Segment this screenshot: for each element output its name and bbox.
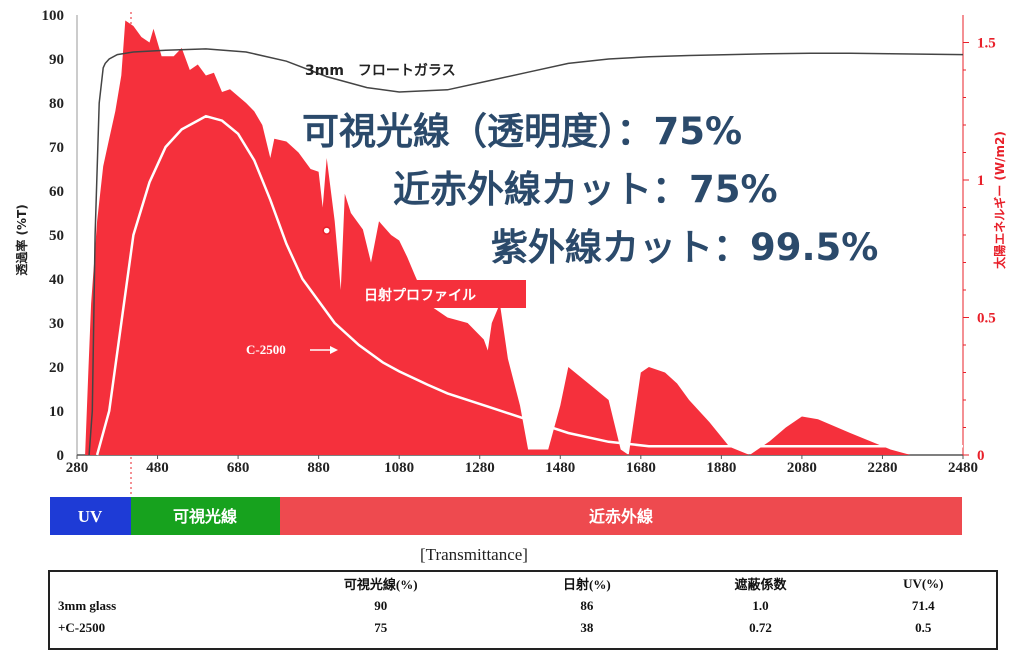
table-title: [Transmittance] — [420, 545, 528, 564]
x-tick-label: 880 — [307, 460, 330, 476]
table-header-cell: 遮蔽係数 — [734, 577, 787, 592]
table-cell: +C-2500 — [58, 620, 106, 635]
glass-series-label: 3mm フロートガラス — [305, 63, 456, 79]
table-cell: 75 — [374, 620, 388, 635]
x-tick-label: 1880 — [706, 460, 736, 476]
c2500-series-label: C-2500 — [246, 342, 286, 357]
x-tick-label: 2080 — [787, 460, 817, 476]
table-header-cell: UV(%) — [903, 575, 944, 591]
y-right-tick-label: 0.5 — [977, 311, 996, 327]
table-header-cell — [50, 572, 258, 595]
band-visible-label: 可視光線 — [173, 507, 237, 526]
solar-profile-area — [85, 20, 963, 455]
y-tick-label: 10 — [49, 404, 64, 420]
solar-label-box — [354, 280, 526, 308]
table-header-row: 可視光線(%) 日射(%) 遮蔽係数 UV(%) — [50, 572, 996, 595]
y-tick-label: 90 — [49, 52, 64, 68]
spectrum-bands: UV 可視光線 近赤外線 — [50, 497, 962, 535]
y-tick-label: 30 — [49, 316, 64, 332]
y-tick-label: 50 — [49, 228, 64, 244]
callout-uv: 紫外線カット：99.5% — [491, 226, 878, 269]
table-row: 3mm glass 90 86 1.0 71.4 — [50, 595, 996, 617]
callout-visible: 可視光線（透明度）：75% — [302, 110, 742, 153]
band-uv — [50, 497, 131, 535]
x-tick-label: 1280 — [465, 460, 495, 476]
x-tick-label: 680 — [227, 460, 250, 476]
c2500-arrow — [310, 346, 338, 354]
table-header-cell: 可視光線(%) — [343, 577, 418, 592]
table-row: +C-2500 75 38 0.72 0.5 — [50, 617, 996, 639]
table-cell: 3mm glass — [58, 598, 117, 613]
table-header-cell: 日射(%) — [563, 577, 611, 592]
callout-near-ir: 近赤外線カット：75% — [393, 168, 778, 211]
band-near-ir — [280, 497, 962, 535]
x-tick-label: 1080 — [384, 460, 414, 476]
table-cell: 90 — [374, 598, 388, 613]
band-uv-label: UV — [78, 507, 103, 526]
band-visible — [131, 497, 280, 535]
y-tick-label: 60 — [49, 184, 64, 200]
table-cell: 0.72 — [749, 620, 772, 635]
properties-table: 可視光線(%) 日射(%) 遮蔽係数 UV(%) 3mm glass 90 86… — [48, 570, 998, 650]
x-tick-label: 2280 — [867, 460, 897, 476]
transmittance-chart: 280 480 680 880 1080 1280 1480 1680 1880 2080 2280… — [14, 8, 1007, 535]
x-tick-label: 1680 — [626, 460, 656, 476]
band-near-ir-label: 近赤外線 — [589, 507, 653, 526]
y-right-tick-label: 1.5 — [977, 36, 996, 52]
y-axis-title: 透過率 (%T) — [14, 204, 29, 275]
y-tick-label: 0 — [57, 448, 65, 464]
table-cell: 0.5 — [915, 620, 932, 635]
x-tick-label: 1480 — [545, 460, 575, 476]
y-axis-right-title: 太陽エネルギー (W/m2) — [992, 131, 1007, 269]
glass-line — [88, 48, 964, 456]
y-tick-label: 40 — [49, 272, 64, 288]
x-tick-label: 480 — [146, 460, 169, 476]
y-tick-label: 20 — [49, 360, 64, 376]
table-cell: 86 — [580, 598, 594, 613]
y-right-tick-label: 0 — [977, 448, 985, 464]
table-cell: 71.4 — [911, 598, 935, 613]
table-cell: 1.0 — [752, 598, 769, 613]
data-marker — [322, 226, 331, 235]
table-cell: 38 — [580, 620, 594, 635]
y-tick-label: 80 — [49, 96, 64, 112]
y-right-tick-label: 1 — [977, 173, 985, 189]
x-tick-label: 280 — [66, 460, 89, 476]
x-tick-label: 2480 — [948, 460, 978, 476]
c2500-line — [95, 114, 963, 456]
y-tick-label: 70 — [49, 140, 64, 156]
solar-series-label: 日射プロファイル — [364, 287, 476, 304]
y-tick-label: 100 — [42, 8, 65, 24]
